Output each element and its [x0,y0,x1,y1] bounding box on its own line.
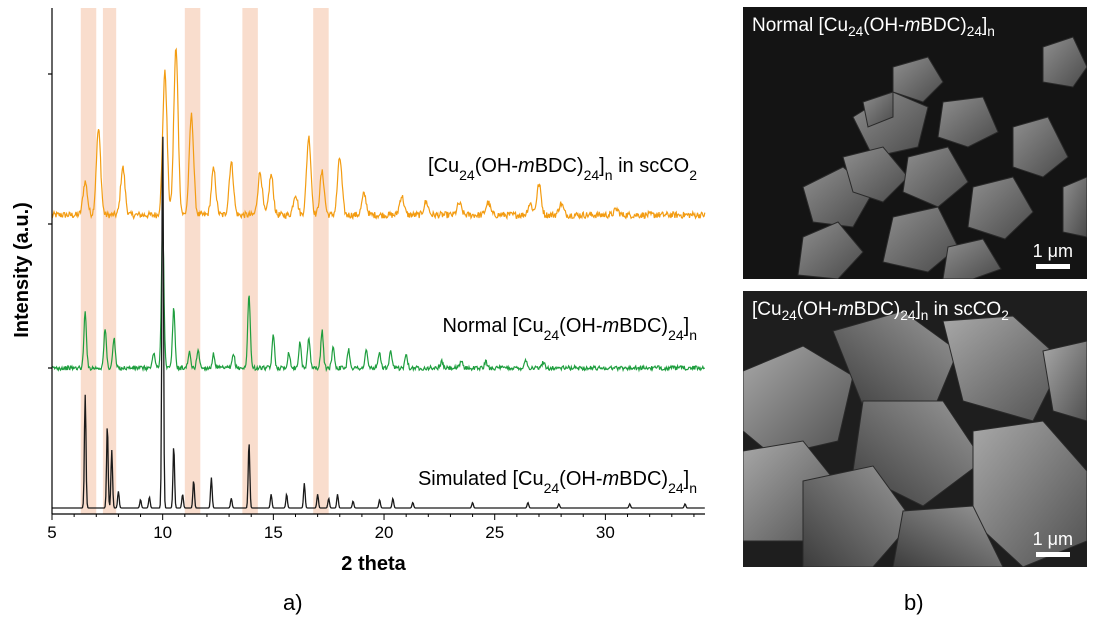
highlight-band-1 [102,8,117,514]
series-label-part: 24 [668,480,684,496]
x-tick-label: 15 [264,523,283,542]
series-label-part: ] [684,315,690,337]
x-axis-title: 2 theta [341,553,406,575]
sem-image-scco2: [Cu24(OH-mBDC)24]n in scCO2 1 μm [743,291,1087,567]
series-line-0 [51,47,706,221]
panel-label-a: a) [283,590,303,615]
series-label-part: BDC) [619,315,668,337]
series-label-part: (OH- [559,315,602,337]
series-label-part: n [689,327,697,343]
series-label-part: 24 [544,480,560,496]
series-label-part: (OH- [475,155,518,177]
sem-title-scco2: [Cu24(OH-mBDC)24]n in scCO2 [752,299,1009,323]
highlight-band-4 [313,8,329,514]
series-label-part: 2 [689,167,697,183]
scale-bar-scco2: 1 μm [1033,529,1073,557]
xrd-traces [51,47,706,509]
x-tick-label: 5 [47,523,56,542]
x-tick-label: 30 [596,523,615,542]
sem-micrograph-normal [743,7,1087,279]
chart-axes: 5 10 15 20 25 30 2 theta Intensity (a.u.) [11,8,705,575]
x-tick-label: 25 [485,523,504,542]
series-label-part: Normal [Cu [442,315,543,337]
series-label-part: (OH- [559,468,602,490]
x-tick-label: 20 [375,523,394,542]
series-label-part: in scCO [613,155,690,177]
highlight-bands [80,8,329,514]
series-label-2: Simulated [Cu24(OH-mBDC)24]n [418,468,697,496]
series-label-part: [Cu [428,155,459,177]
highlight-band-2 [184,8,201,514]
series-label-part: 24 [668,327,684,343]
series-label-part: BDC) [535,155,584,177]
panel-label-b: b) [904,590,924,615]
highlight-band-0 [80,8,97,514]
y-axis-title: Intensity (a.u.) [11,202,33,338]
highlight-band-3 [242,8,258,514]
series-label-part: 24 [544,327,560,343]
series-label-part: Simulated [Cu [418,468,544,490]
series-label-part: m [518,155,535,177]
series-label-0: [Cu24(OH-mBDC)24]n in scCO2 [428,155,697,183]
series-label-part: m [603,315,620,337]
sem-image-normal: Normal [Cu24(OH-mBDC)24]n 1 μm [743,7,1087,279]
series-label-part: ] [684,468,690,490]
series-label-1: Normal [Cu24(OH-mBDC)24]n [442,315,697,343]
series-line-1 [51,229,705,373]
series-label-part: 24 [459,167,475,183]
sem-title-normal: Normal [Cu24(OH-mBDC)24]n [752,15,995,39]
scale-bar-normal: 1 μm [1033,241,1073,269]
x-tick-label: 10 [153,523,172,542]
series-label-part: n [605,167,613,183]
series-label-part: n [689,480,697,496]
series-label-part: m [603,468,620,490]
series-label-part: ] [599,155,605,177]
series-label-part: 24 [584,167,600,183]
sem-micrograph-scco2 [743,291,1087,567]
series-label-part: BDC) [619,468,668,490]
series-line-2 [52,136,705,509]
